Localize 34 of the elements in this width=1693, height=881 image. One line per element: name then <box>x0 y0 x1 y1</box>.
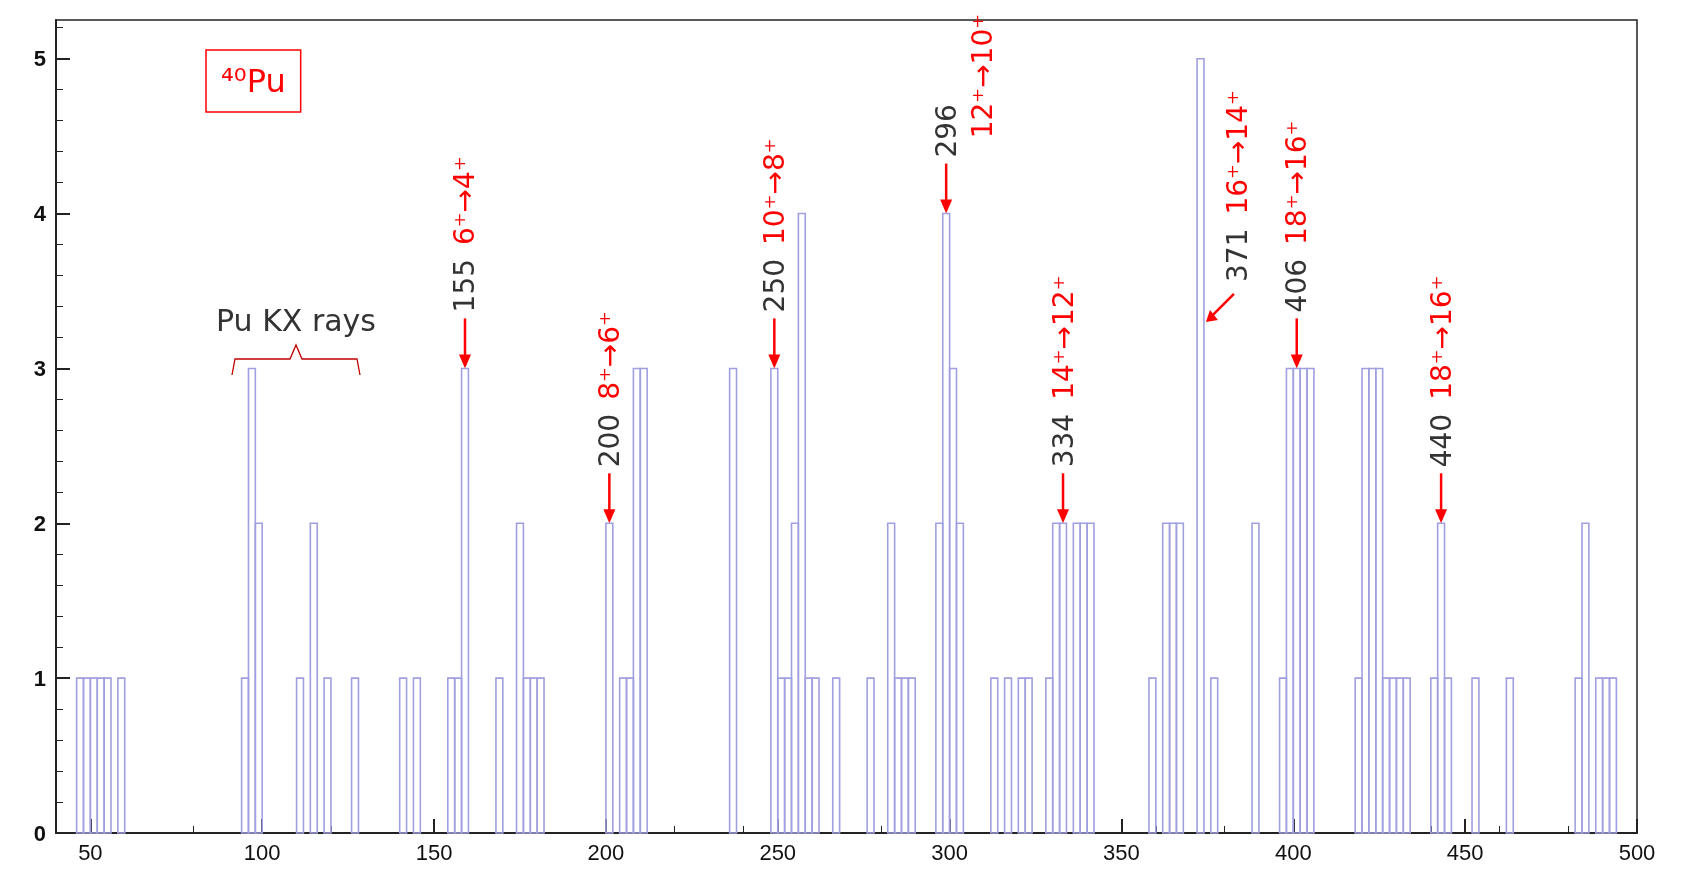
annotation: 200 <box>592 413 626 468</box>
y-tick-label: 3 <box>33 355 46 381</box>
annotation: 14⁺→12⁺ <box>1046 275 1080 400</box>
annotation: 18⁺→16⁺ <box>1424 275 1458 400</box>
x-tick-label: 400 <box>1274 839 1312 865</box>
annotation: 155 <box>448 258 482 313</box>
annotation: 406 <box>1280 258 1314 313</box>
annotation: 6⁺→4⁺ <box>448 156 482 245</box>
annotation: 440 <box>1424 413 1458 468</box>
annotation: 250 <box>757 258 791 313</box>
x-tick-label: 50 <box>78 839 103 865</box>
x-tick-label: 300 <box>931 839 968 865</box>
x-tick-label: 100 <box>243 839 281 865</box>
annotation: Pu KX rays <box>216 302 376 338</box>
annotation: 371 <box>1221 228 1255 282</box>
x-tick-label: 200 <box>587 839 625 865</box>
annotation: 12⁺→10⁺ <box>965 14 999 139</box>
annotation: 16⁺→14⁺ <box>1221 90 1255 215</box>
annotation: 8⁺→6⁺ <box>592 311 626 400</box>
annotation: ⁴⁰Pu <box>221 62 286 100</box>
y-tick-label: 0 <box>33 820 46 846</box>
annotation: 18⁺→16⁺ <box>1280 120 1314 245</box>
x-tick-label: 450 <box>1446 839 1484 865</box>
y-tick-label: 5 <box>33 46 46 72</box>
y-tick-label: 4 <box>33 201 47 227</box>
annotation: 10⁺→8⁺ <box>757 138 791 245</box>
x-tick-label: 150 <box>415 839 453 865</box>
x-tick-label: 500 <box>1618 839 1656 865</box>
annotation: 296 <box>929 104 963 158</box>
y-tick-label: 1 <box>33 665 46 691</box>
y-tick-label: 2 <box>33 510 46 536</box>
annotation: 334 <box>1046 413 1080 468</box>
x-tick-label: 250 <box>759 839 797 865</box>
x-tick-label: 350 <box>1103 839 1140 865</box>
